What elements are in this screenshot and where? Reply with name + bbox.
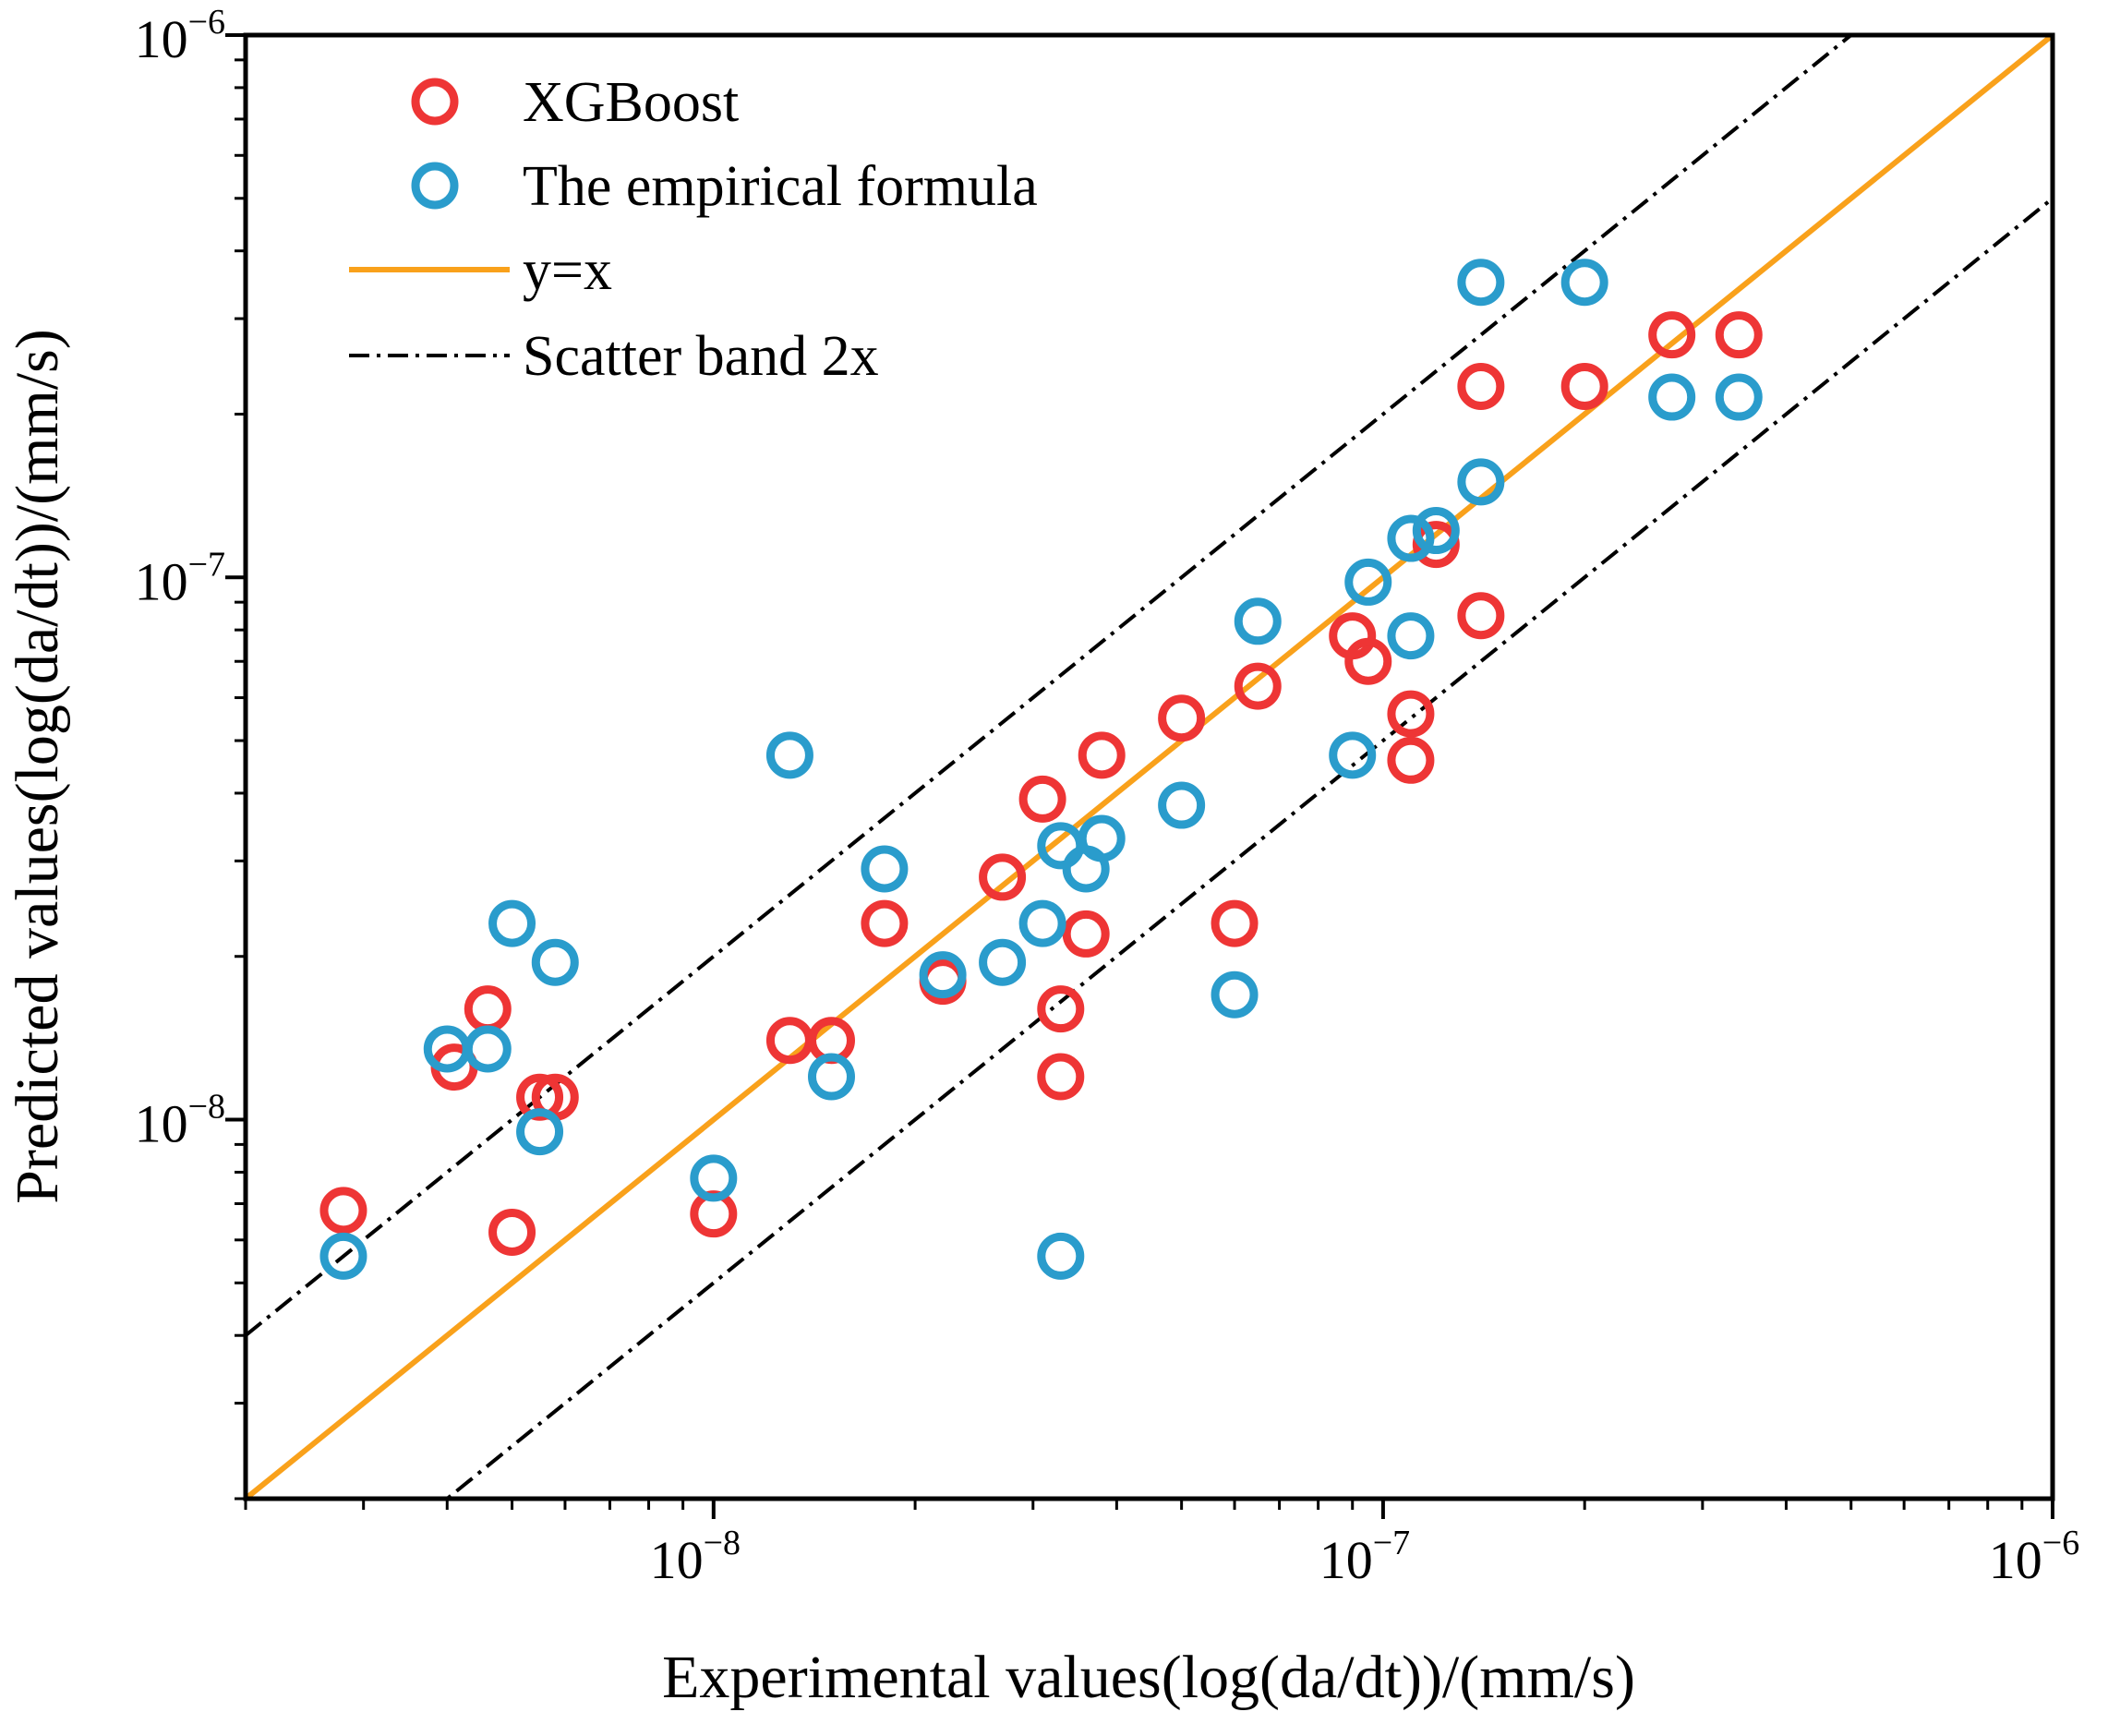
y-tick-label: 10−7 bbox=[135, 545, 225, 611]
xgboost-point bbox=[1457, 362, 1505, 410]
xgboost-point bbox=[861, 899, 909, 947]
empirical-point bbox=[1037, 1232, 1085, 1280]
empirical-point bbox=[861, 845, 909, 893]
x-axis-title: Experimental values(log(da/dt))/(mm/s) bbox=[662, 1644, 1635, 1711]
x-tick-label: 10−8 bbox=[650, 1524, 741, 1590]
legend-band-label: Scatter band 2x bbox=[523, 325, 879, 388]
xgboost-point bbox=[1412, 521, 1460, 569]
xgboost-point bbox=[516, 1073, 564, 1121]
xgboost-point bbox=[319, 1187, 367, 1235]
empirical-point bbox=[531, 938, 579, 986]
data-markers bbox=[319, 259, 1763, 1280]
empirical-point bbox=[1560, 259, 1608, 307]
xgboost-point bbox=[1078, 731, 1126, 779]
xgboost-point bbox=[1018, 775, 1066, 823]
axis-ticks bbox=[225, 33, 2054, 1519]
empirical-point bbox=[1037, 822, 1085, 870]
xgboost-point bbox=[1387, 690, 1435, 738]
xgboost-point bbox=[1234, 662, 1282, 710]
empirical-point bbox=[1387, 612, 1435, 660]
empirical-point bbox=[1329, 731, 1377, 779]
x-tick-label: 10−7 bbox=[1319, 1524, 1410, 1590]
xgboost-point bbox=[765, 1017, 813, 1065]
empirical-point bbox=[690, 1154, 738, 1202]
xgboost-point bbox=[1387, 736, 1435, 784]
xgboost-point bbox=[1037, 1053, 1085, 1101]
empirical-point bbox=[807, 1053, 855, 1101]
empirical-point bbox=[1018, 899, 1066, 947]
empirical-point bbox=[1648, 373, 1696, 421]
xgboost-point bbox=[1560, 362, 1608, 410]
empirical-point bbox=[464, 1025, 512, 1073]
empirical-point bbox=[1412, 507, 1460, 555]
empirical-point bbox=[1158, 781, 1206, 829]
empirical-point bbox=[1234, 597, 1282, 645]
xgboost-point bbox=[1457, 592, 1505, 640]
xgboost-point bbox=[1715, 311, 1763, 359]
empirical-point bbox=[1387, 514, 1435, 562]
xgboost-point bbox=[1648, 311, 1696, 359]
empirical-point bbox=[516, 1108, 564, 1156]
xgboost-point bbox=[1062, 910, 1110, 958]
legend: XGBoost The empirical formula y=x Scatte… bbox=[349, 71, 1038, 388]
xgboost-point bbox=[979, 853, 1027, 901]
empirical-point bbox=[1211, 970, 1259, 1019]
empirical-point bbox=[488, 899, 536, 947]
empirical-point bbox=[765, 731, 813, 779]
legend-xgboost-label: XGBoost bbox=[523, 71, 739, 134]
empirical-point bbox=[979, 938, 1027, 986]
xgboost-point bbox=[464, 985, 512, 1033]
legend-yx-label: y=x bbox=[523, 239, 612, 302]
axis-tick-labels: 10−8 10−7 10−6 10−8 10−7 10−6 bbox=[135, 3, 2080, 1590]
xgboost-point bbox=[1158, 694, 1206, 742]
empirical-point bbox=[1457, 259, 1505, 307]
reference-lines bbox=[246, 35, 2053, 1499]
xgboost-point bbox=[1037, 985, 1085, 1033]
empirical-point bbox=[919, 951, 967, 999]
plot-frame bbox=[243, 32, 2055, 1501]
empirical-point bbox=[1715, 373, 1763, 421]
xgboost-point bbox=[1211, 899, 1259, 947]
legend-empirical-marker bbox=[411, 162, 459, 210]
x-tick-label: 10−6 bbox=[1989, 1524, 2079, 1590]
xgboost-point bbox=[488, 1208, 536, 1256]
empirical-point bbox=[1457, 458, 1505, 506]
empirical-point bbox=[319, 1232, 367, 1280]
scatter-band-lower-line bbox=[444, 197, 2053, 1499]
yx-reference-line bbox=[246, 35, 2053, 1499]
legend-empirical-label: The empirical formula bbox=[523, 155, 1038, 218]
legend-xgboost-marker bbox=[411, 78, 459, 126]
y-axis-title: Predicted values(log(da/dt))/(mm/s) bbox=[4, 329, 71, 1204]
empirical-point bbox=[1344, 558, 1392, 606]
xgboost-point bbox=[1344, 637, 1392, 685]
empirical-point bbox=[1078, 814, 1126, 862]
y-tick-label: 10−6 bbox=[135, 3, 225, 69]
y-tick-label: 10−8 bbox=[135, 1088, 225, 1154]
